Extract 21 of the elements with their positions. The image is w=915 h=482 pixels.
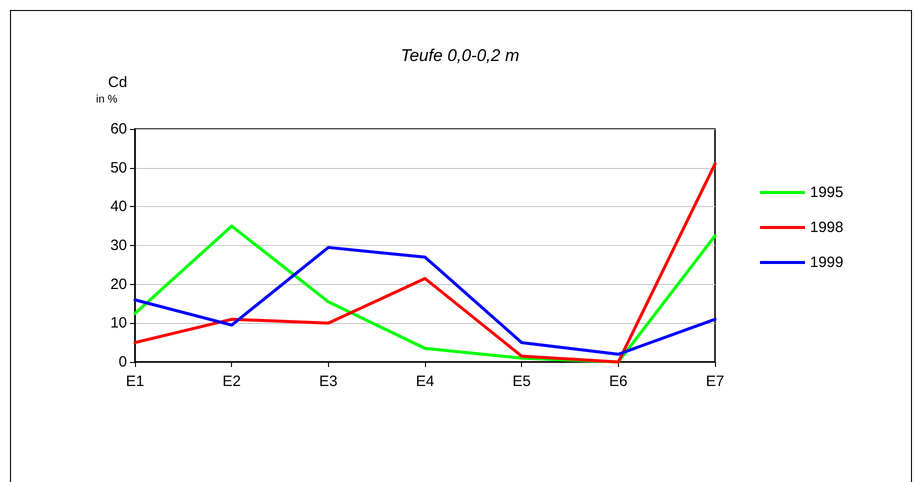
x-tick-label: E3: [319, 373, 338, 390]
text: in %: [96, 94, 118, 106]
x-tick-label: E5: [512, 373, 531, 390]
x-tick-label: E6: [609, 373, 628, 390]
y-axis-title: Cd: [108, 74, 128, 91]
y-tick-label: 50: [110, 159, 127, 176]
y-tick-label: 0: [118, 354, 127, 370]
legend-label: 1998: [810, 219, 844, 236]
y-tick-label: 60: [110, 120, 127, 138]
chart-title: Teufe 0,0-0,2 m: [400, 46, 520, 65]
x-tick-label: E1: [126, 373, 144, 390]
y-tick-label: 10: [110, 314, 127, 332]
x-tick-label: E7: [706, 373, 724, 390]
x-tick-label: E2: [222, 373, 241, 390]
y-tick-label: 20: [110, 276, 127, 293]
legend-label: 1999: [810, 254, 844, 271]
y-tick-label: 40: [110, 198, 127, 216]
line-series: [134, 246, 716, 356]
y-tick-label: 30: [110, 237, 127, 254]
x-tick-label: E4: [416, 373, 434, 390]
legend-label: 1995: [810, 184, 844, 201]
